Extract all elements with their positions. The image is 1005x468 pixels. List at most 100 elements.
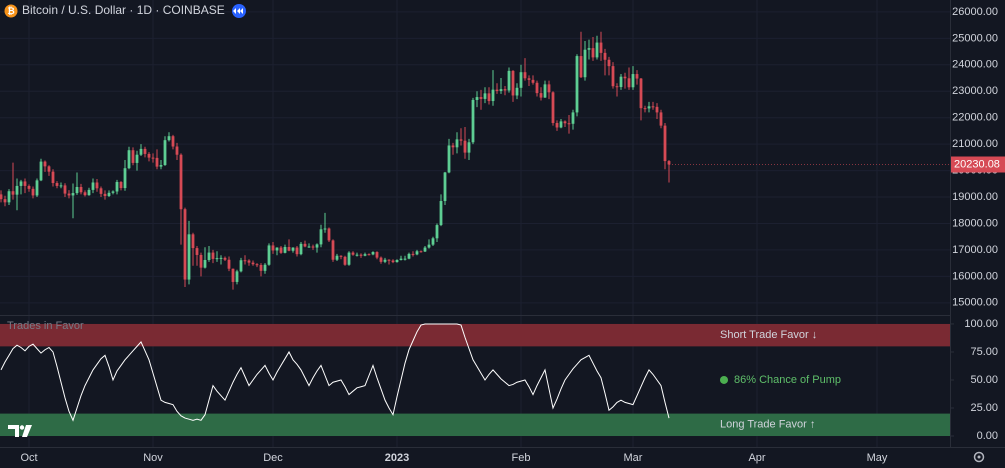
- candle-body: [667, 161, 671, 165]
- candle-body: [523, 72, 527, 79]
- candle-body: [603, 52, 607, 60]
- candle-body: [591, 48, 595, 58]
- candle-body: [411, 253, 415, 255]
- candle-body: [51, 171, 55, 184]
- y-tick-label: 24000.00: [952, 59, 998, 71]
- candle-body: [555, 122, 559, 128]
- candle-body: [183, 209, 187, 280]
- candle-body: [143, 148, 147, 154]
- candle-body: [91, 182, 95, 190]
- candle-body: [423, 247, 427, 252]
- candle-body: [179, 154, 183, 210]
- candle-body: [431, 238, 435, 245]
- x-tick-label: 2023: [385, 452, 409, 464]
- candle-body: [439, 201, 443, 226]
- candle-body: [3, 199, 7, 203]
- candle-body: [99, 188, 103, 194]
- candle-body: [103, 193, 107, 196]
- candle-body: [503, 89, 507, 91]
- candle-body: [607, 59, 611, 67]
- candle-body: [419, 251, 423, 253]
- marks: [0, 31, 950, 422]
- candle-body: [399, 258, 403, 260]
- candle-body: [307, 246, 311, 248]
- candle-body: [299, 243, 303, 255]
- candle-body: [231, 268, 235, 282]
- y-tick-label: 22000.00: [952, 112, 998, 124]
- candle-body: [123, 168, 127, 189]
- candle-body: [219, 257, 223, 259]
- candle-body: [367, 254, 371, 256]
- x-tick-label: Mar: [624, 452, 643, 464]
- candle-body: [163, 140, 167, 166]
- candle-body: [447, 145, 451, 173]
- candle-body: [7, 191, 11, 203]
- candle-body: [83, 192, 87, 196]
- candle-body: [207, 252, 211, 260]
- gear-hub[interactable]: [977, 455, 981, 459]
- candle-body: [479, 97, 483, 99]
- candle-body: [663, 125, 667, 162]
- candle-body: [275, 247, 279, 251]
- candle-body: [531, 79, 535, 83]
- candle-body: [283, 247, 287, 253]
- candle-body: [139, 148, 143, 155]
- candle-body: [595, 42, 599, 58]
- candle-body: [527, 78, 531, 80]
- x-tick-label: Nov: [143, 452, 163, 464]
- candle-body: [519, 72, 523, 88]
- candle-body: [619, 76, 623, 88]
- candle-body: [15, 185, 19, 195]
- candle-body: [19, 181, 23, 186]
- candle-body: [27, 185, 31, 189]
- candle-body: [455, 139, 459, 148]
- candle-body: [323, 228, 327, 230]
- candle-body: [35, 180, 39, 196]
- candle-body: [571, 112, 575, 124]
- candle-body: [471, 99, 475, 143]
- candle-body: [543, 84, 547, 98]
- candle-body: [623, 76, 627, 79]
- candle-body: [551, 92, 555, 123]
- x-tick-label: Oct: [20, 452, 37, 464]
- candle-body: [315, 244, 319, 248]
- settings-icon[interactable]: [973, 451, 985, 463]
- candle-body: [147, 153, 151, 158]
- candle-body: [187, 234, 191, 280]
- candle-body: [403, 258, 407, 260]
- favor-band: [0, 323, 950, 347]
- bitcoin-icon: [4, 4, 18, 18]
- replay-icon: [233, 8, 243, 14]
- candle-body: [239, 260, 243, 272]
- candle-body: [583, 49, 587, 78]
- candle-body: [127, 150, 131, 169]
- candle-body: [639, 78, 643, 109]
- candle-body: [463, 140, 467, 153]
- candle-body: [271, 245, 275, 251]
- candle-body: [67, 193, 71, 196]
- candle-body: [359, 254, 363, 256]
- candle-body: [115, 181, 119, 192]
- x-tick-label: Feb: [512, 452, 531, 464]
- bitcoin-icon-glyph: ₿: [7, 6, 14, 16]
- candle-body: [511, 70, 515, 96]
- logo-part: [19, 425, 25, 430]
- candle-body: [327, 228, 331, 241]
- candle-body: [267, 245, 271, 265]
- candle-body: [659, 112, 663, 126]
- favor-band: [0, 413, 950, 437]
- y-tick-label: 25000.00: [952, 32, 998, 44]
- logo-part: [22, 425, 32, 437]
- candle-body: [211, 252, 215, 259]
- candle-body: [203, 259, 207, 268]
- tradingview-logo: [8, 425, 32, 437]
- candle-body: [247, 260, 251, 263]
- gear[interactable]: [973, 451, 985, 463]
- candle-body: [235, 271, 239, 282]
- candle-body: [579, 56, 583, 78]
- candle-body: [343, 256, 347, 265]
- candle-body: [351, 252, 355, 255]
- candle-body: [371, 252, 375, 255]
- candle-body: [199, 254, 203, 268]
